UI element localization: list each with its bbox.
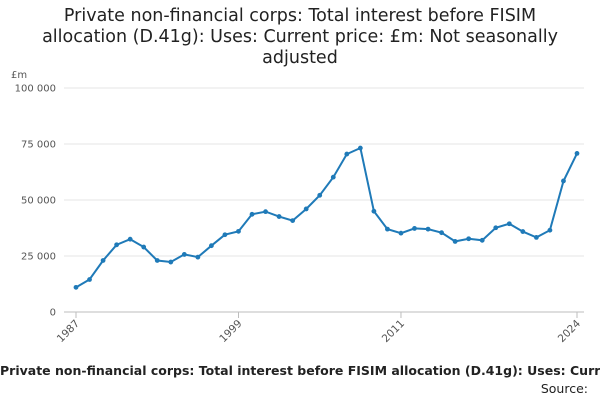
- y-tick-label: 75 000: [21, 140, 56, 151]
- chart-title: Private non-financial corps: Total inter…: [42, 6, 558, 68]
- data-point: [574, 151, 580, 156]
- series-footer-label: Private non-financial corps: Total inter…: [0, 363, 600, 378]
- data-point: [141, 244, 147, 250]
- data-point: [439, 230, 444, 236]
- data-point: [209, 243, 214, 249]
- x-tick-label: 2024: [556, 317, 584, 345]
- data-point: [357, 145, 363, 151]
- x-tick-label: 1987: [55, 318, 82, 345]
- data-point: [398, 230, 404, 236]
- data-point: [561, 178, 566, 184]
- data-point: [290, 218, 296, 224]
- series-line: [75, 146, 578, 289]
- data-point: [452, 239, 458, 244]
- data-point: [466, 236, 472, 242]
- data-point: [479, 237, 485, 243]
- data-point: [114, 242, 120, 248]
- data-point: [181, 252, 187, 257]
- data-point: [493, 225, 499, 231]
- data-point: [330, 174, 336, 180]
- data-point: [385, 226, 390, 232]
- source-label: Source:: [540, 381, 588, 396]
- data-point: [236, 228, 241, 234]
- data-point: [249, 211, 255, 217]
- y-axis-unit-label: £m: [11, 70, 27, 81]
- data-point: [100, 258, 106, 263]
- grid-lines: [64, 87, 584, 313]
- data-point: [195, 254, 201, 260]
- data-point: [533, 235, 539, 240]
- data-points: [73, 145, 580, 290]
- data-point: [344, 151, 350, 157]
- y-tick-label: 0: [50, 308, 56, 319]
- data-point: [222, 232, 228, 238]
- data-point: [506, 221, 512, 227]
- data-point: [263, 209, 268, 215]
- y-tick-label: 100 000: [15, 84, 56, 95]
- data-point: [127, 236, 133, 242]
- data-point: [371, 208, 377, 214]
- y-tick-label: 25 000: [21, 252, 56, 263]
- data-point: [73, 284, 79, 290]
- data-point: [276, 214, 282, 219]
- x-tick-label: 1999: [217, 318, 244, 345]
- data-point: [303, 206, 309, 212]
- data-point: [317, 192, 323, 198]
- y-tick-label: 50 000: [21, 196, 56, 207]
- y-axis: 0 25 000 50 000 75 000 100 000: [15, 84, 56, 319]
- data-point: [425, 226, 431, 232]
- data-point: [87, 277, 92, 282]
- data-point: [412, 226, 417, 231]
- data-point: [154, 258, 160, 263]
- data-point: [168, 259, 174, 265]
- x-axis: 1987 1999 2011 2024: [55, 312, 584, 345]
- data-point: [520, 229, 526, 234]
- x-tick-label: 2011: [380, 318, 407, 345]
- data-point: [547, 227, 553, 233]
